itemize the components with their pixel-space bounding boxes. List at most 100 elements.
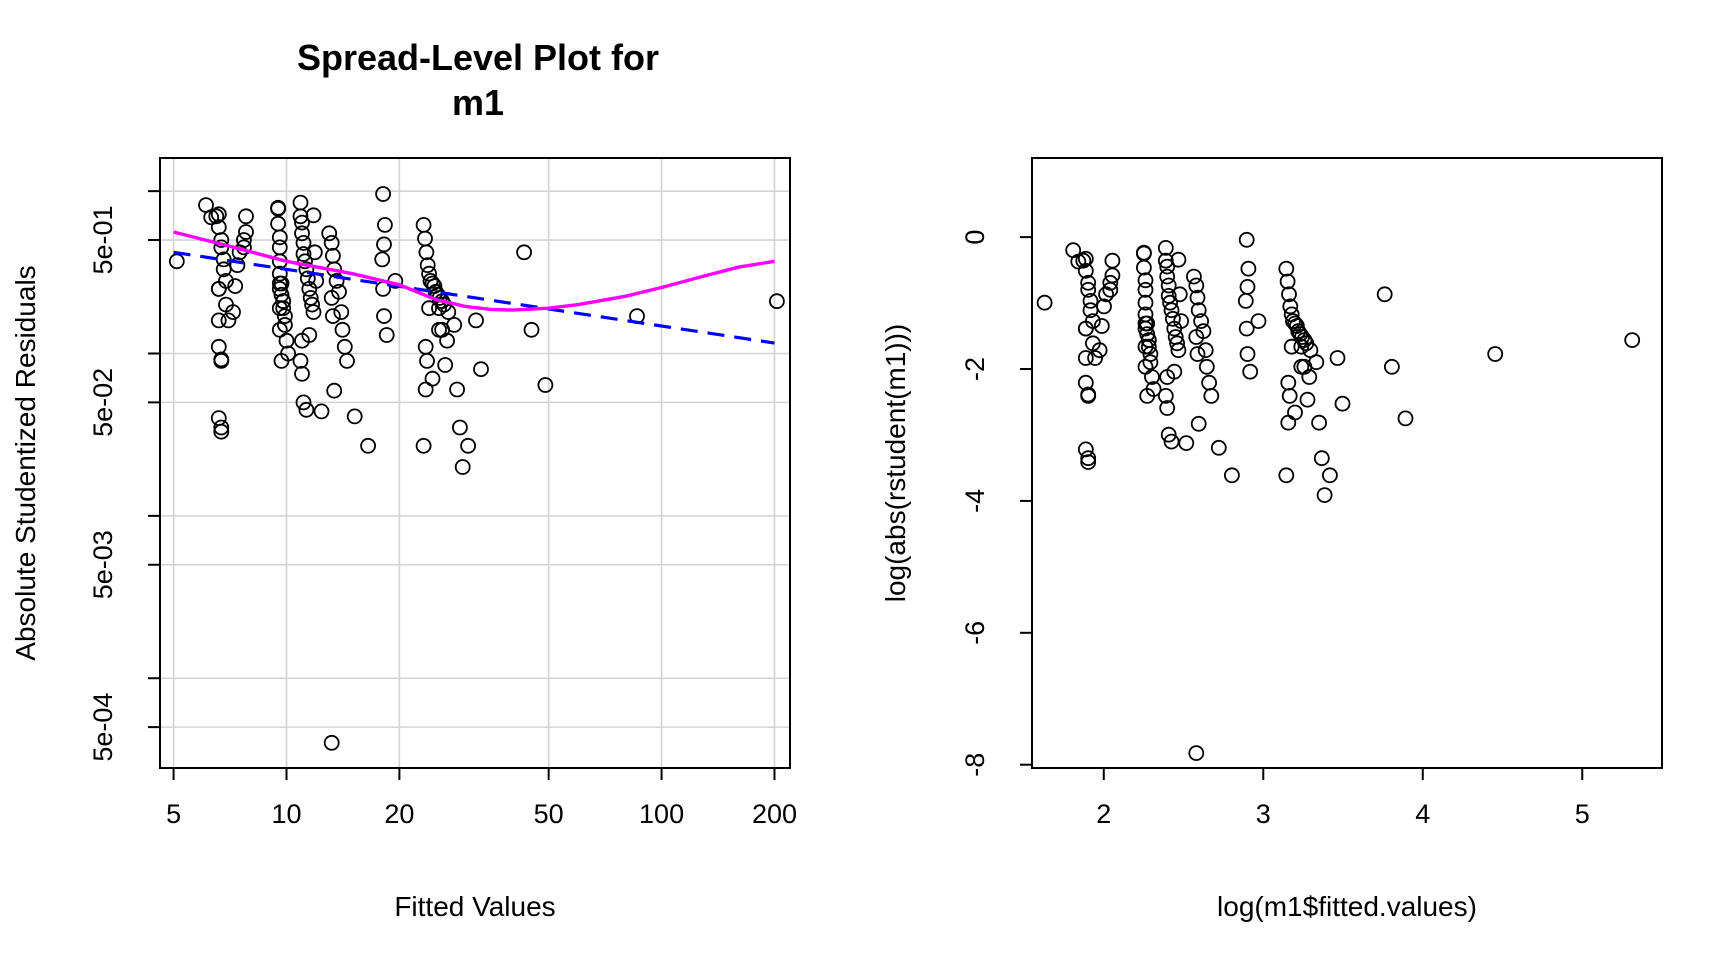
data-point: [336, 338, 353, 355]
data-point: [292, 352, 309, 369]
data-point: [210, 410, 227, 427]
data-point: [210, 280, 227, 297]
spread-level-panel: Spread-Level Plot for m1 5 10 20 50 100 200 5e…: [10, 37, 797, 922]
right-x-axis-label: log(m1$fitted.values): [1217, 891, 1477, 922]
data-point: [1188, 329, 1205, 345]
data-point: [378, 327, 395, 343]
data-point: [1159, 268, 1176, 285]
data-point: [333, 304, 350, 321]
data-point: [1080, 281, 1097, 298]
data-point: [769, 293, 785, 310]
data-point: [451, 419, 468, 436]
data-point: [419, 257, 436, 274]
data-point: [339, 352, 355, 369]
data-point: [295, 246, 312, 262]
data-point: [1082, 292, 1099, 309]
data-point: [210, 312, 227, 329]
chart-title-line2: m1: [452, 82, 504, 123]
left-points: [168, 186, 785, 751]
data-point: [1203, 387, 1220, 404]
data-point: [297, 253, 313, 270]
right-points: [1036, 231, 1641, 761]
data-point: [415, 216, 432, 233]
data-point: [328, 272, 345, 289]
data-point: [324, 247, 341, 264]
data-point: [346, 408, 363, 425]
y-tick-label: 5e-01: [88, 205, 118, 274]
y-tick-label: 5e-04: [88, 693, 118, 762]
data-point: [516, 244, 532, 261]
data-point: [1170, 251, 1187, 268]
data-point: [1136, 245, 1152, 262]
data-point: [294, 225, 310, 242]
data-point: [1091, 342, 1108, 359]
data-point: [1250, 313, 1267, 330]
data-point: [1384, 358, 1400, 375]
data-point: [1193, 313, 1209, 330]
data-point: [1278, 467, 1295, 484]
data-point: [295, 234, 312, 251]
data-point: [1242, 363, 1259, 380]
data-point: [276, 316, 293, 333]
data-point: [294, 214, 310, 231]
right-y-axis-label: log(abs(rstudent(m1))): [880, 324, 911, 603]
data-point: [210, 206, 227, 223]
data-point: [419, 352, 435, 369]
data-point: [440, 304, 457, 321]
data-point: [270, 200, 287, 217]
data-point: [271, 239, 288, 256]
log-log-panel: 2 3 4 5 -8 -6 -4 -2 0 log(m1$fitted.values) log(…: [880, 157, 1663, 922]
data-point: [1239, 278, 1256, 295]
data-point: [1171, 286, 1188, 303]
data-point: [1237, 292, 1254, 309]
data-point: [220, 312, 237, 329]
data-point: [417, 381, 434, 398]
y-tick-label: -2: [960, 357, 990, 381]
data-point: [1281, 286, 1297, 303]
left-x-axis-label: Fitted Values: [394, 891, 555, 922]
data-point: [301, 327, 318, 343]
x-tick-label: 3: [1256, 799, 1271, 829]
data-point: [313, 403, 330, 420]
data-point: [323, 234, 340, 251]
y-tick-label: -8: [960, 753, 990, 777]
data-point: [1163, 302, 1180, 319]
data-point: [225, 304, 241, 321]
data-point: [275, 293, 292, 310]
data-point: [1169, 335, 1185, 352]
data-point: [1189, 346, 1206, 362]
y-tick-label: -6: [960, 621, 990, 645]
x-tick-label: 4: [1415, 799, 1430, 829]
data-point: [1093, 318, 1110, 334]
data-point: [1198, 358, 1215, 375]
data-point: [1287, 404, 1303, 421]
data-point: [271, 321, 288, 338]
data-point: [1137, 320, 1154, 337]
data-point: [421, 300, 438, 317]
data-point: [271, 265, 288, 282]
data-point: [1080, 386, 1097, 403]
data-point: [1163, 433, 1180, 450]
data-point: [334, 321, 351, 338]
data-point: [213, 232, 230, 248]
y-tick-label: 0: [960, 230, 990, 245]
data-point: [1239, 346, 1256, 362]
data-point: [1197, 342, 1214, 359]
data-point: [1137, 358, 1154, 375]
data-point: [208, 208, 225, 225]
data-point: [270, 215, 287, 232]
data-point: [1173, 313, 1189, 330]
data-point: [1157, 239, 1174, 256]
data-point: [1189, 289, 1206, 306]
data-point: [468, 312, 484, 329]
data-point: [1136, 259, 1152, 276]
right-axis-ticks: 2 3 4 5 -8 -6 -4 -2 0: [960, 230, 1590, 829]
data-point: [321, 225, 338, 242]
data-point: [417, 338, 434, 355]
data-point: [1077, 350, 1094, 366]
data-point: [1201, 374, 1217, 391]
data-point: [1240, 260, 1257, 277]
data-point: [238, 224, 254, 240]
data-point: [235, 232, 252, 248]
data-point: [376, 308, 392, 325]
